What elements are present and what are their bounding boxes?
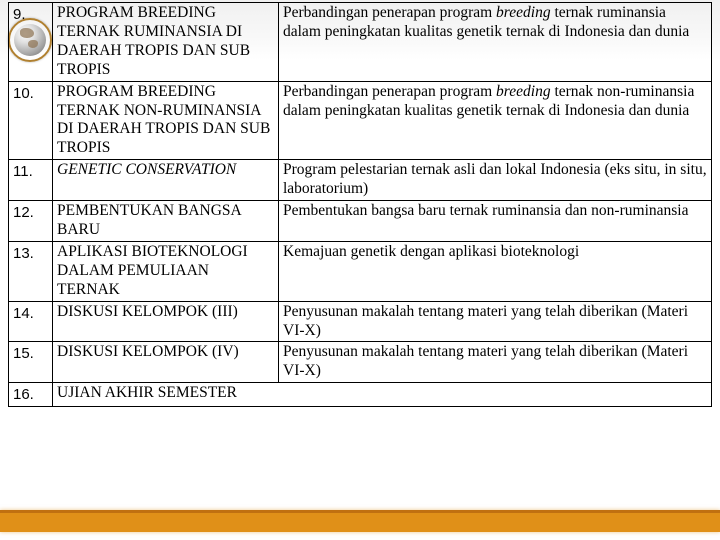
table-row: 15. DISKUSI KELOMPOK (IV) Penyusunan mak… xyxy=(9,342,712,383)
row-topic: PROGRAM BREEDING TERNAK RUMINANSIA DI DA… xyxy=(53,3,279,82)
row-topic: DISKUSI KELOMPOK (III) xyxy=(53,301,279,342)
row-number: 10. xyxy=(9,81,53,160)
row-topic: APLIKASI BIOTEKNOLOGI DALAM PEMULIAAN TE… xyxy=(53,241,279,301)
bottom-accent-bar xyxy=(0,510,720,532)
syllabus-table: 9. PROGRAM BREEDING TERNAK RUMINANSIA DI… xyxy=(8,2,712,407)
row-topic: PROGRAM BREEDING TERNAK NON-RUMINANSIA D… xyxy=(53,81,279,160)
row-topic: DISKUSI KELOMPOK (IV) xyxy=(53,342,279,383)
table-row: 12. PEMBENTUKAN BANGSA BARU Pembentukan … xyxy=(9,201,712,242)
table-row: 9. PROGRAM BREEDING TERNAK RUMINANSIA DI… xyxy=(9,3,712,82)
row-number: 14. xyxy=(9,301,53,342)
row-number: 13. xyxy=(9,241,53,301)
row-description: Kemajuan genetik dengan aplikasi biotekn… xyxy=(279,241,712,301)
row-description: Perbandingan penerapan program breeding … xyxy=(279,81,712,160)
row-topic: GENETIC CONSERVATION xyxy=(53,160,279,201)
row-number: 16. xyxy=(9,383,53,406)
row-description: Perbandingan penerapan program breeding … xyxy=(279,3,712,82)
row-description: Pembentukan bangsa baru ternak ruminansi… xyxy=(279,201,712,242)
table-row: 14. DISKUSI KELOMPOK (III) Penyusunan ma… xyxy=(9,301,712,342)
table-row: 13. APLIKASI BIOTEKNOLOGI DALAM PEMULIAA… xyxy=(9,241,712,301)
row-description: Penyusunan makalah tentang materi yang t… xyxy=(279,342,712,383)
row-number: 9. xyxy=(9,3,53,82)
row-topic: PEMBENTUKAN BANGSA BARU xyxy=(53,201,279,242)
row-number: 12. xyxy=(9,201,53,242)
table-row: 16. UJIAN AKHIR SEMESTER xyxy=(9,383,712,406)
row-number: 11. xyxy=(9,160,53,201)
row-topic-span: UJIAN AKHIR SEMESTER xyxy=(53,383,712,406)
row-description: Program pelestarian ternak asli dan loka… xyxy=(279,160,712,201)
row-number: 15. xyxy=(9,342,53,383)
table-row: 11. GENETIC CONSERVATION Program pelesta… xyxy=(9,160,712,201)
table-row: 10. PROGRAM BREEDING TERNAK NON-RUMINANS… xyxy=(9,81,712,160)
row-description: Penyusunan makalah tentang materi yang t… xyxy=(279,301,712,342)
